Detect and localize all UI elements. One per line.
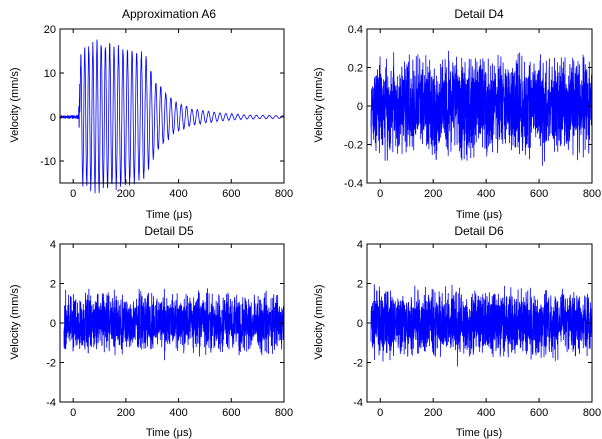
y-tick-label: 10 bbox=[44, 68, 56, 80]
series-line bbox=[59, 39, 285, 194]
x-axis-label: Time (μs) bbox=[146, 209, 192, 221]
y-axis-label: Velocity (mm/s) bbox=[313, 284, 325, 359]
x-tick-label: 200 bbox=[117, 188, 135, 200]
signal-layer bbox=[63, 288, 285, 361]
panel-detail-d4: Detail D4 Time (μs) Velocity (mm/s) 0 200… bbox=[313, 7, 601, 221]
x-tick-label: 200 bbox=[424, 188, 442, 200]
x-tick-label: 800 bbox=[583, 188, 601, 200]
x-tick-label: 400 bbox=[477, 188, 495, 200]
x-axis-label: Time (μs) bbox=[456, 427, 502, 439]
y-axis-label: Velocity (mm/s) bbox=[9, 284, 21, 359]
ticks-layer: 0 200 400 600 800 20 10 0 -10 bbox=[40, 24, 293, 200]
x-tick-label: 800 bbox=[275, 188, 293, 200]
y-tick-label: -10 bbox=[40, 156, 56, 168]
x-tick-label: 600 bbox=[530, 188, 548, 200]
y-tick-label: -4 bbox=[353, 397, 363, 409]
x-tick-label: 400 bbox=[169, 188, 187, 200]
x-tick-label: 400 bbox=[169, 407, 187, 419]
x-tick-label: 0 bbox=[70, 188, 76, 200]
y-tick-label: 0 bbox=[50, 318, 56, 330]
x-tick-label: 200 bbox=[117, 407, 135, 419]
panel-detail-d6: Detail D6 Time (μs) Velocity (mm/s) 0 200… bbox=[313, 224, 601, 439]
y-tick-label: 0.4 bbox=[348, 24, 363, 36]
series-line bbox=[63, 288, 285, 361]
plot-frame bbox=[366, 243, 593, 403]
x-axis-label: Time (μs) bbox=[456, 209, 502, 221]
signal-layer bbox=[370, 50, 593, 166]
ticks-layer: 0 200 400 600 800 4 2 0 -2 -4 bbox=[46, 239, 293, 419]
panel-approximation-a6: Approximation A6 Time (μs) Velocity (mm/… bbox=[9, 7, 293, 221]
y-tick-label: 0 bbox=[357, 318, 363, 330]
x-tick-label: 800 bbox=[583, 407, 601, 419]
panel-detail-d5: Detail D5 Time (μs) Velocity (mm/s) 0 200… bbox=[9, 224, 293, 439]
y-tick-label: 2 bbox=[50, 279, 56, 291]
panel-title: Detail D5 bbox=[144, 224, 194, 238]
plot-frame bbox=[59, 28, 285, 184]
y-tick-label: -2 bbox=[46, 358, 56, 370]
plot-frame bbox=[366, 28, 593, 184]
x-tick-label: 0 bbox=[377, 188, 383, 200]
x-axis-label: Time (μs) bbox=[146, 427, 192, 439]
y-tick-label: -2 bbox=[353, 358, 363, 370]
ticks-layer: 0 200 400 600 800 4 2 0 -2 -4 bbox=[353, 239, 601, 419]
x-tick-label: 0 bbox=[70, 407, 76, 419]
y-tick-label: 20 bbox=[44, 24, 56, 36]
series-line bbox=[370, 284, 593, 367]
panel-title: Detail D4 bbox=[454, 7, 504, 21]
signal-layer bbox=[370, 284, 593, 367]
x-tick-label: 200 bbox=[424, 407, 442, 419]
panel-title: Approximation A6 bbox=[122, 7, 216, 21]
y-tick-label: -0.4 bbox=[344, 178, 363, 190]
ticks-layer: 0 200 400 600 800 0.4 0.2 0 -0.2 -0.4 bbox=[344, 24, 601, 200]
x-tick-label: 400 bbox=[477, 407, 495, 419]
y-tick-label: 0 bbox=[357, 101, 363, 113]
x-tick-label: 800 bbox=[275, 407, 293, 419]
x-tick-label: 600 bbox=[222, 188, 240, 200]
panel-title: Detail D6 bbox=[454, 224, 504, 238]
signal-layer bbox=[59, 39, 285, 194]
y-axis-label: Velocity (mm/s) bbox=[313, 67, 325, 142]
y-tick-label: -0.2 bbox=[344, 140, 363, 152]
y-axis-label: Velocity (mm/s) bbox=[9, 67, 21, 142]
x-tick-label: 0 bbox=[377, 407, 383, 419]
y-tick-label: 4 bbox=[50, 239, 56, 251]
plot-frame bbox=[59, 243, 285, 403]
y-tick-label: 2 bbox=[357, 279, 363, 291]
y-tick-label: 4 bbox=[357, 239, 363, 251]
x-tick-label: 600 bbox=[530, 407, 548, 419]
y-tick-label: -4 bbox=[46, 397, 56, 409]
y-tick-label: 0 bbox=[50, 112, 56, 124]
y-tick-label: 0.2 bbox=[348, 63, 363, 75]
x-tick-label: 600 bbox=[222, 407, 240, 419]
series-line bbox=[370, 50, 593, 166]
